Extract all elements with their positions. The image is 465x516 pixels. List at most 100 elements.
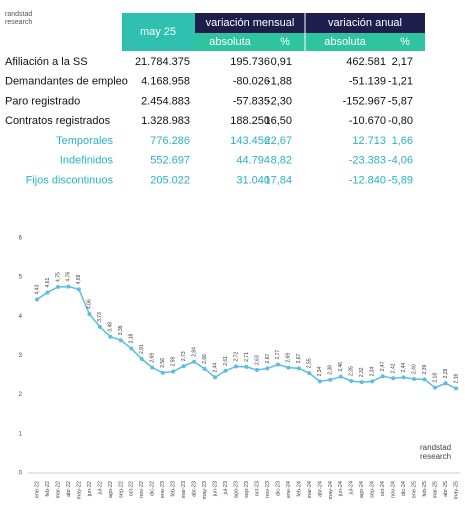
- value-label: 2,67: [296, 353, 302, 363]
- table-cell: -0,80: [388, 115, 413, 127]
- x-tick-label: jun-22: [87, 481, 93, 497]
- table-cell: 143.456: [230, 135, 270, 147]
- value-label: 2,44: [401, 362, 407, 372]
- value-label: 3,48: [108, 322, 114, 332]
- table-cell: -23.383: [349, 155, 386, 167]
- x-tick-label: may-24: [328, 481, 334, 499]
- header-cell: may 25: [140, 26, 176, 38]
- value-label: 2,73: [181, 351, 187, 361]
- x-tick-label: mar-24: [307, 481, 313, 498]
- value-label: 2,40: [411, 364, 417, 374]
- value-label: 2,29: [443, 368, 449, 378]
- value-label: 2,34: [370, 366, 376, 376]
- marker: [76, 287, 81, 292]
- x-tick-label: ago-24: [359, 481, 365, 498]
- y-tick-label: 2: [19, 392, 23, 398]
- table-cell: 8,82: [271, 155, 292, 167]
- x-tick-label: dic-22: [150, 481, 156, 496]
- value-label: 2,84: [191, 347, 197, 357]
- value-label: 2,55: [307, 358, 313, 368]
- table-cell: -1,88: [267, 76, 292, 88]
- marker: [349, 378, 354, 383]
- table-cell: 16,50: [264, 115, 292, 127]
- y-tick-label: 6: [19, 236, 23, 242]
- x-tick-label: may-23: [202, 481, 208, 499]
- table-cell: -51.139: [349, 76, 386, 88]
- y-tick-label: 3: [19, 353, 23, 359]
- value-label: 2,32: [359, 367, 365, 377]
- subheader-cell: %: [280, 36, 290, 48]
- table-cell: 205.022: [150, 174, 190, 186]
- value-label: 2,56: [160, 358, 166, 368]
- value-label: 2,71: [244, 352, 250, 362]
- x-tick-label: jun-23: [213, 481, 219, 497]
- marker: [265, 366, 270, 371]
- x-tick-label: ene-24: [286, 481, 292, 498]
- table-cell: 2,17: [392, 56, 413, 68]
- row-label: Fijos discontinuos: [26, 174, 114, 186]
- x-tick-label: dic-23: [275, 481, 281, 496]
- row-label: Contratos registrados: [5, 115, 111, 127]
- value-label: 2,91: [139, 344, 145, 354]
- y-tick-label: 5: [19, 275, 23, 281]
- marker: [181, 364, 186, 369]
- x-tick-label: nov-23: [265, 481, 271, 498]
- value-label: 2,46: [338, 362, 344, 372]
- marker: [275, 362, 280, 367]
- x-tick-label: feb-24: [296, 481, 302, 497]
- table-cell: -2,30: [267, 95, 292, 107]
- value-label: 2,34: [317, 366, 323, 376]
- table-cell: 195.736: [230, 56, 270, 68]
- x-tick-label: mar-25: [433, 481, 439, 498]
- row-label: Demandantes de empleo: [5, 76, 128, 88]
- marker: [192, 359, 197, 364]
- marker: [422, 377, 427, 382]
- marker: [380, 374, 385, 379]
- marker: [244, 364, 249, 369]
- marker: [296, 366, 301, 371]
- x-tick-label: abr-22: [66, 481, 72, 497]
- table-cell: 17,84: [264, 174, 292, 186]
- subheader-cell: absoluta: [209, 36, 251, 48]
- table-cell: 12.713: [352, 135, 386, 147]
- table-cell: 22,67: [264, 135, 292, 147]
- table-cell: 31.040: [236, 174, 270, 186]
- marker: [87, 311, 92, 316]
- marker: [160, 370, 165, 375]
- x-tick-label: abr-23: [192, 481, 198, 497]
- table-cell: -5,89: [388, 174, 413, 186]
- value-label: 2,61: [223, 356, 229, 366]
- subheader-cell: absoluta: [324, 36, 366, 48]
- value-label: 4,43: [34, 285, 40, 295]
- table-cell: 552.697: [150, 155, 190, 167]
- x-tick-label: ago-22: [108, 481, 114, 498]
- marker: [66, 284, 71, 289]
- marker: [213, 375, 218, 380]
- marker: [171, 369, 176, 374]
- subheader-cell: %: [400, 36, 410, 48]
- marker: [307, 371, 312, 376]
- table-cell: 21.784.375: [135, 56, 190, 68]
- x-tick-label: mar-23: [181, 481, 187, 498]
- x-tick-label: sep-23: [244, 481, 250, 498]
- row-label: Indefinidos: [60, 155, 114, 167]
- marker: [150, 365, 155, 370]
- table-cell: -152.967: [343, 95, 386, 107]
- y-tick-label: 4: [19, 314, 23, 320]
- table-cell: 44.794: [236, 155, 270, 167]
- marker: [328, 377, 333, 382]
- value-label: 2,63: [254, 355, 260, 365]
- x-tick-label: feb-22: [45, 481, 51, 497]
- chart-annotation: randstad: [420, 443, 451, 452]
- table-cell: 1,66: [392, 135, 413, 147]
- marker: [202, 366, 207, 371]
- value-label: 4,06: [87, 299, 93, 309]
- x-tick-label: ago-23: [233, 481, 239, 498]
- table-cell: 2.454.883: [141, 95, 190, 107]
- marker: [223, 368, 228, 373]
- value-label: 4,69: [76, 274, 82, 284]
- value-label: 3,73: [97, 312, 103, 322]
- header-cell: variación anual: [328, 17, 402, 29]
- x-tick-label: nov-24: [391, 481, 397, 498]
- header-bg: [195, 13, 425, 33]
